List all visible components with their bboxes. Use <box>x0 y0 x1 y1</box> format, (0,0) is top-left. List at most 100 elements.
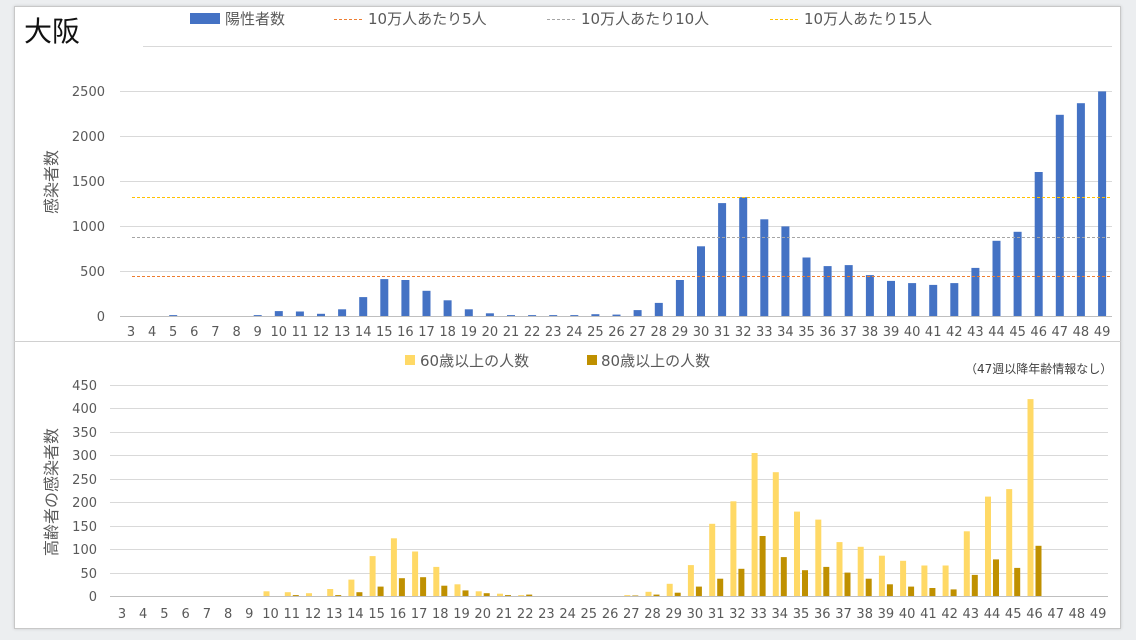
x-tick-label: 23 <box>545 325 562 340</box>
x-tick-label: 37 <box>835 607 852 622</box>
bar-positive-cases-week-13 <box>338 309 347 317</box>
x-tick-label: 27 <box>623 607 640 622</box>
x-tick-label: 16 <box>390 607 407 622</box>
x-tick-label: 10 <box>262 607 279 622</box>
legend-label-age-80-plus: 80歳以上の人数 <box>601 352 710 370</box>
x-tick-label: 4 <box>139 607 147 622</box>
legend-label-10-per-100k: 10万人あたり10人 <box>581 10 709 28</box>
y-tick-label: 200 <box>72 496 97 511</box>
x-tick-label: 11 <box>292 325 309 340</box>
x-tick-label: 39 <box>878 607 895 622</box>
bar-age-80-plus-week-40 <box>908 586 915 596</box>
x-tick-label: 47 <box>1052 325 1069 340</box>
x-tick-label: 22 <box>524 325 541 340</box>
bar-age-80-plus-week-28 <box>653 594 660 596</box>
bar-age-60-plus-week-46 <box>1027 399 1034 596</box>
bar-age-60-plus-week-27 <box>624 595 631 596</box>
x-tick-label: 23 <box>538 607 555 622</box>
bar-positive-cases-week-12 <box>317 313 325 317</box>
bar-age-60-plus-week-35 <box>794 511 800 596</box>
bar-positive-cases-week-15 <box>380 279 389 316</box>
x-tick-label: 27 <box>629 325 646 340</box>
bar-positive-cases-week-11 <box>295 311 304 316</box>
bar-age-80-plus-week-39 <box>886 584 893 596</box>
bar-positive-cases-week-46 <box>1034 172 1043 316</box>
bar-age-80-plus-week-44 <box>993 559 999 596</box>
x-tick-label: 21 <box>503 325 520 340</box>
x-tick-label: 31 <box>714 325 731 340</box>
x-tick-label: 15 <box>368 607 385 622</box>
x-tick-label: 36 <box>819 325 836 340</box>
bar-age-60-plus-week-31 <box>709 523 716 596</box>
bar-positive-cases-week-38 <box>865 275 874 316</box>
x-tick-label: 14 <box>355 325 372 340</box>
bar-age-60-plus-week-33 <box>751 453 758 596</box>
x-tick-label: 44 <box>988 325 1005 340</box>
y-tick-label: 250 <box>72 473 97 488</box>
x-tick-label: 40 <box>899 607 916 622</box>
bar-age-60-plus-week-14 <box>348 579 355 596</box>
bar-positive-cases-week-36 <box>823 266 832 316</box>
bar-positive-cases-week-28 <box>654 302 663 316</box>
legend-swatch-age-80-plus <box>587 355 597 365</box>
x-tick-label: 49 <box>1094 325 1111 340</box>
legend-label-positive-cases: 陽性者数 <box>225 10 285 28</box>
bar-age-60-plus-week-37 <box>836 542 843 596</box>
bar-positive-cases-week-35 <box>802 257 811 316</box>
x-tick-label: 42 <box>941 607 958 622</box>
bar-positive-cases-week-27 <box>633 310 642 316</box>
bar-positive-cases-week-23 <box>549 315 558 316</box>
bar-age-80-plus-week-15 <box>377 586 384 596</box>
bar-positive-cases-week-20 <box>485 313 494 316</box>
bar-positive-cases-week-21 <box>507 315 515 316</box>
bar-positive-cases-week-17 <box>422 290 431 316</box>
chart-panel <box>14 6 1121 629</box>
x-tick-label: 19 <box>453 607 470 622</box>
x-tick-label: 38 <box>862 325 879 340</box>
bar-positive-cases-week-32 <box>739 197 748 316</box>
bar-age-60-plus-week-41 <box>921 565 928 596</box>
bar-age-80-plus-week-33 <box>759 536 766 596</box>
bar-age-80-plus-week-22 <box>526 594 533 596</box>
bar-positive-cases-week-5 <box>169 315 178 316</box>
no-age-data-note: （47週以降年齢情報なし） <box>965 361 1112 376</box>
y-axis-title: 高齢者の感染者数 <box>42 428 61 556</box>
x-tick-label: 11 <box>284 607 301 622</box>
x-tick-label: 17 <box>411 607 428 622</box>
bar-positive-cases-week-33 <box>760 219 769 317</box>
bar-positive-cases-week-30 <box>697 246 705 317</box>
x-tick-label: 9 <box>245 607 253 622</box>
bar-age-60-plus-week-13 <box>327 589 334 596</box>
legend: 60歳以上の人数 80歳以上の人数 <box>405 352 710 370</box>
bar-positive-cases-week-40 <box>908 283 917 316</box>
y-tick-label: 150 <box>72 520 97 535</box>
bar-age-80-plus-week-14 <box>356 592 363 596</box>
legend-label-5-per-100k: 10万人あたり5人 <box>368 10 487 28</box>
bar-positive-cases-week-19 <box>464 309 473 317</box>
bar-positive-cases-week-37 <box>844 265 853 316</box>
x-tick-label: 10 <box>271 325 288 340</box>
x-tick-label: 7 <box>211 325 219 340</box>
legend-label-age-60-plus: 60歳以上の人数 <box>420 352 529 370</box>
x-tick-label: 12 <box>305 607 322 622</box>
x-tick-label: 5 <box>160 607 168 622</box>
x-axis-ticks: 3 4 5 6 7 8 9 10 11 12 13 14 15 16 17 18 19 20 21 22 23 24 25 2… <box>127 325 1111 340</box>
bar-age-60-plus-week-15 <box>369 556 376 596</box>
bar-positive-cases-week-49 <box>1098 91 1107 317</box>
x-tick-label: 36 <box>814 607 831 622</box>
legend-label-15-per-100k: 10万人あたり15人 <box>804 10 932 28</box>
x-tick-label: 3 <box>118 607 126 622</box>
bar-age-80-plus-week-35 <box>802 570 808 596</box>
x-axis-ticks: 3 4 5 6 7 8 9 10 11 12 13 14 15 16 17 18 19 20 21 22 23 24 25 2… <box>118 607 1107 622</box>
gridlines <box>110 385 1108 597</box>
bar-age-80-plus-week-31 <box>717 578 724 596</box>
y-tick-label: 0 <box>89 590 97 605</box>
bar-age-80-plus-week-17 <box>420 577 427 596</box>
x-tick-label: 48 <box>1069 607 1086 622</box>
x-tick-label: 40 <box>904 325 921 340</box>
bar-age-80-plus-week-29 <box>674 592 681 596</box>
x-tick-label: 43 <box>967 325 984 340</box>
x-tick-label: 33 <box>756 325 773 340</box>
x-tick-label: 7 <box>203 607 211 622</box>
x-tick-label: 18 <box>439 325 456 340</box>
